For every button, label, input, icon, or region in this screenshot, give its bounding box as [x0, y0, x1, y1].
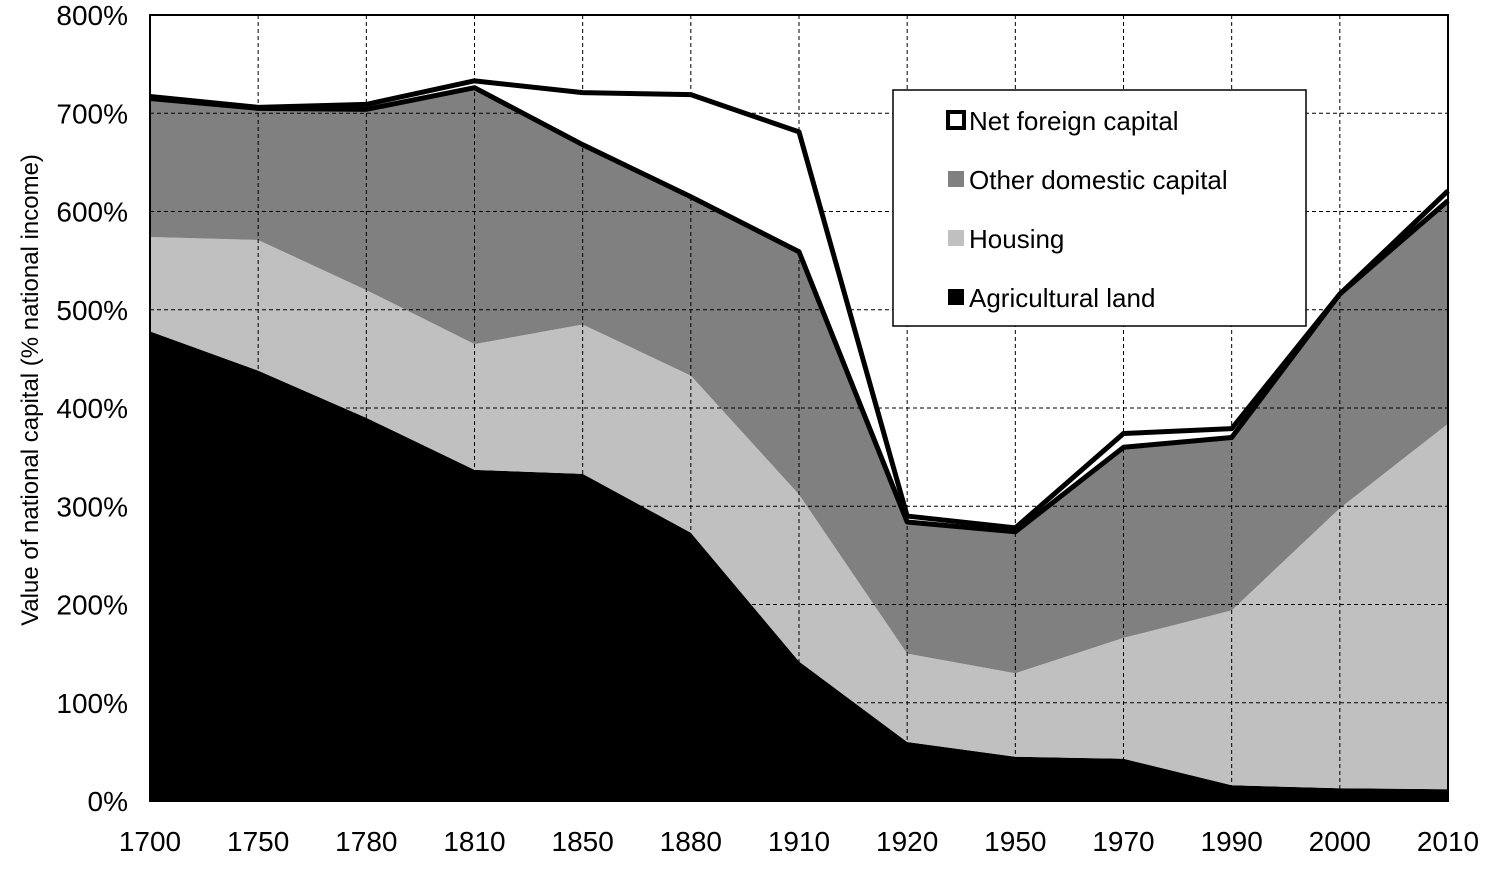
line-domestic-capital [149, 85, 1450, 535]
y-tick-label: 500% [56, 295, 128, 326]
y-tick-label: 700% [56, 98, 128, 129]
legend-swatch [948, 289, 964, 305]
x-tick-label: 1700 [119, 826, 181, 857]
legend-label: Agricultural land [969, 283, 1155, 313]
x-tick-label: 1780 [335, 826, 397, 857]
x-tick-label: 2000 [1309, 826, 1371, 857]
legend: Net foreign capital Other domestic capita… [892, 89, 1307, 327]
legend-label: Other domestic capital [969, 165, 1228, 195]
legend-label: Net foreign capital [969, 106, 1179, 136]
area-net-foreign-capital [150, 80, 1448, 532]
x-tick-label: 1850 [552, 826, 614, 857]
x-tick-labels: 1700 1750 1780 1810 1850 1880 1910 1920 1950 1970… [119, 826, 1479, 857]
x-tick-label: 1810 [443, 826, 505, 857]
legend-swatch [948, 230, 964, 246]
y-tick-label: 400% [56, 393, 128, 424]
x-tick-label: 1910 [768, 826, 830, 857]
x-tick-label: 1920 [876, 826, 938, 857]
legend-label: Housing [969, 224, 1064, 254]
legend-swatch [948, 171, 964, 187]
x-tick-label: 1970 [1092, 826, 1154, 857]
line-national-capital [149, 78, 1450, 531]
y-tick-label: 300% [56, 491, 128, 522]
y-tick-label: 100% [56, 688, 128, 719]
x-tick-label: 1990 [1201, 826, 1263, 857]
x-tick-label: 1750 [227, 826, 289, 857]
y-tick-labels: 0% 100% 200% 300% 400% 500% 600% 700% 800% [56, 0, 128, 817]
plot-frame [149, 14, 1449, 802]
x-tick-label: 1950 [984, 826, 1046, 857]
y-tick-label: 800% [56, 0, 128, 31]
lines-layer [149, 78, 1450, 535]
y-axis-title: Value of national capital (% national in… [17, 154, 44, 626]
y-tick-label: 0% [88, 786, 128, 817]
legend-swatch [946, 110, 966, 130]
x-tick-label: 1880 [660, 826, 722, 857]
y-tick-label: 200% [56, 590, 128, 621]
x-tick-label: 2010 [1417, 826, 1479, 857]
y-tick-label: 600% [56, 197, 128, 228]
